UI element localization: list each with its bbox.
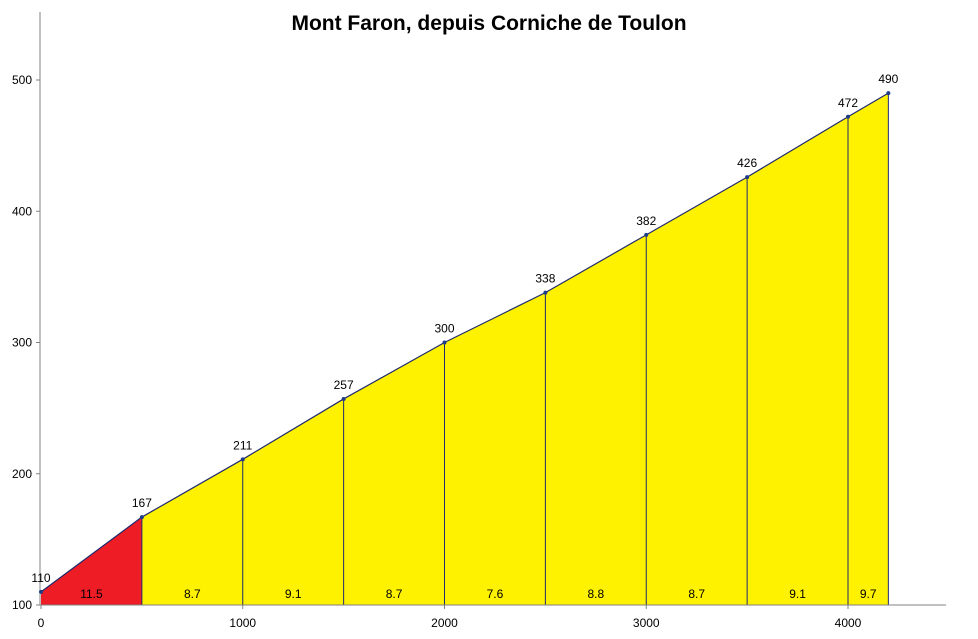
segment-fill-3 <box>242 398 344 605</box>
gradient-labels: 11.5 8.7 9.1 8.7 7.6 8.8 8.7 9.1 9.7 <box>80 587 877 601</box>
point-marker-5 <box>442 340 447 345</box>
gradient-label-8: 9.1 <box>789 587 806 601</box>
segment-fill-4 <box>343 342 445 605</box>
y-tick-label-400: 400 <box>12 204 32 218</box>
point-marker-3 <box>240 457 245 462</box>
point-marker-8 <box>745 175 750 180</box>
gradient-label-2: 8.7 <box>184 587 201 601</box>
point-label-10: 490 <box>878 72 898 86</box>
gradient-label-6: 8.8 <box>587 587 604 601</box>
point-label-5: 300 <box>434 322 454 336</box>
point-label-3: 211 <box>233 438 252 452</box>
gradient-label-9: 9.7 <box>860 587 877 601</box>
segment-fill-7 <box>646 177 748 605</box>
x-tick-label-0: 0 <box>38 616 45 630</box>
segment-fill-5 <box>444 292 546 605</box>
y-tick-label-200: 200 <box>12 467 32 481</box>
gradient-label-7: 8.7 <box>688 587 705 601</box>
y-tick-label-100: 100 <box>12 598 32 612</box>
gradient-label-1: 11.5 <box>80 587 103 601</box>
segment-fill-8 <box>747 116 848 605</box>
x-tick-label-1000: 1000 <box>229 616 256 630</box>
point-marker-1 <box>39 589 43 594</box>
point-label-8: 426 <box>737 156 757 170</box>
segment-fill-2 <box>141 459 243 605</box>
y-tick-label-300: 300 <box>12 336 32 350</box>
axes: 100 200 300 400 500 0 1000 2000 3000 4000 <box>12 12 946 630</box>
segment-dividers <box>141 93 889 605</box>
point-marker-10 <box>886 91 891 96</box>
point-marker-2 <box>139 515 144 520</box>
point-label-1: 110 <box>31 571 50 585</box>
x-tick-label-2000: 2000 <box>431 616 458 630</box>
segment-fills <box>41 93 889 605</box>
point-marker-9 <box>846 114 850 119</box>
gradient-label-3: 9.1 <box>285 587 302 601</box>
point-label-4: 257 <box>334 378 354 392</box>
point-marker-4 <box>341 396 346 401</box>
profile-line-group <box>40 92 889 593</box>
segment-fill-9 <box>848 93 889 605</box>
segment-fill-6 <box>545 234 647 605</box>
point-markers <box>39 91 891 594</box>
gradient-label-4: 8.7 <box>386 587 403 601</box>
profile-line <box>40 92 889 593</box>
point-label-7: 382 <box>636 214 656 228</box>
y-tick-label-500: 500 <box>12 73 32 87</box>
x-tick-label-3000: 3000 <box>633 616 660 630</box>
data-labels: 110 167 211 257 300 338 382 426 472 490 <box>31 72 898 585</box>
point-label-2: 167 <box>132 496 152 510</box>
point-label-9: 472 <box>838 96 858 110</box>
segment-fill-1 <box>41 517 142 605</box>
gradient-label-5: 7.6 <box>487 587 504 601</box>
point-marker-7 <box>644 232 649 237</box>
x-tick-label-4000: 4000 <box>835 616 862 630</box>
point-marker-6 <box>543 290 548 295</box>
chart-title: Mont Faron, depuis Corniche de Toulon <box>291 12 687 35</box>
point-label-6: 338 <box>535 272 555 286</box>
